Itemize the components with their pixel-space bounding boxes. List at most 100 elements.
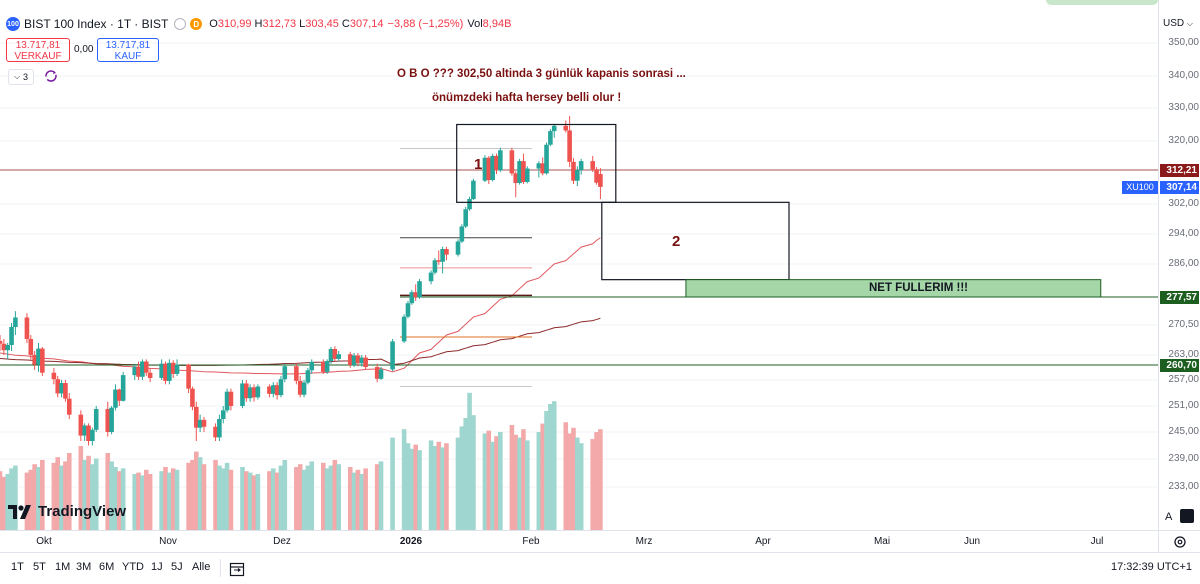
candle-body <box>436 260 442 262</box>
volume-bar <box>347 467 353 530</box>
candle-body <box>193 406 199 428</box>
candle-body <box>63 383 68 399</box>
candle-body <box>136 366 141 377</box>
price-tick: 270,50 <box>1168 319 1199 330</box>
volume-bar <box>24 472 30 530</box>
candle-body <box>217 419 222 438</box>
delay-badge: D <box>190 18 203 30</box>
volume-bar <box>247 472 253 530</box>
time-axis[interactable]: Okt Nov Dez 2026 Feb Mrz Apr Mai Jun Jul <box>0 530 1158 553</box>
candle-body <box>490 155 495 181</box>
change-value: −3,88 (−1,25%) <box>387 18 464 30</box>
candle-body <box>270 385 276 394</box>
candle-body <box>351 355 357 365</box>
visibility-icon[interactable] <box>174 18 187 30</box>
volume-bar <box>255 474 261 530</box>
scroll-indicator[interactable] <box>1046 0 1158 5</box>
volume-bar <box>109 461 114 530</box>
volume-bar <box>113 467 118 530</box>
volume-bar <box>524 440 530 530</box>
volume-bar <box>390 437 395 530</box>
buy-button[interactable]: 13.717,81 KAUF <box>97 38 159 62</box>
price-tick: 257,00 <box>1168 374 1199 385</box>
close-value: 307,14 <box>349 18 384 30</box>
currency-selector[interactable]: USD ⌵ <box>1163 18 1193 29</box>
volume-bar <box>282 460 288 530</box>
gear-icon <box>1174 536 1186 548</box>
volume-bar <box>5 474 10 530</box>
volume-bar <box>355 469 361 530</box>
timeframe-button[interactable]: 1M <box>55 561 71 573</box>
candle-body <box>551 125 557 132</box>
volume-bar <box>363 468 368 530</box>
candle-body <box>93 409 99 430</box>
chart-settings-button[interactable] <box>1158 530 1200 553</box>
date-range-icon[interactable] <box>229 561 245 577</box>
axis-settings-icon[interactable] <box>1180 509 1194 523</box>
candle-body <box>267 386 272 394</box>
volume-bar <box>571 427 576 530</box>
clock[interactable]: 17:32:39 UTC+1 <box>1110 561 1192 573</box>
timeframe-button[interactable]: 1J <box>151 561 163 573</box>
timeframe-button[interactable]: 1T <box>11 561 24 573</box>
sell-button[interactable]: 13.717,81 VERKAUF <box>6 38 70 62</box>
candle-body <box>390 341 395 370</box>
timeframe-button[interactable]: 6M <box>99 561 115 573</box>
candle-body <box>140 361 145 377</box>
volume-bar <box>301 469 307 530</box>
auto-scale-button[interactable]: A <box>1165 511 1173 523</box>
volume-bar <box>220 468 226 530</box>
timeframe-button[interactable]: 5J <box>171 561 183 573</box>
volume-bar <box>9 468 14 530</box>
time-tick: Mai <box>873 536 891 547</box>
candle-body <box>536 163 542 169</box>
volume-bar <box>598 429 603 530</box>
volume-bar <box>482 433 488 530</box>
candle-body <box>305 370 311 383</box>
volume-bar <box>1 476 7 530</box>
candle-body <box>401 316 407 342</box>
candle-body <box>32 355 37 365</box>
price-tick: 350,00 <box>1168 37 1199 48</box>
volume-bar <box>167 472 172 530</box>
candle-body <box>405 303 411 317</box>
volume-bar <box>467 392 472 530</box>
candle-body <box>374 367 380 379</box>
candle-body <box>590 161 596 170</box>
price-chart[interactable] <box>0 0 1158 530</box>
volume-bar <box>517 437 522 530</box>
volume-bar <box>159 471 164 530</box>
timeframe-button[interactable]: 3M <box>76 561 92 573</box>
timeframe-button[interactable]: YTD <box>122 561 144 573</box>
volume-bar <box>567 433 572 530</box>
buy-price: 13.717,81 <box>105 40 151 51</box>
indicator-toggle[interactable]: ⌵ 3 <box>8 69 34 85</box>
candle-body <box>197 419 203 428</box>
buy-zone-rect <box>685 279 1102 298</box>
timeframe-button[interactable]: Alle <box>192 561 211 573</box>
volume-bar <box>267 471 272 530</box>
toolbar-divider <box>220 559 221 577</box>
chart-area[interactable]: 100 BIST 100 Index · 1T · BIST D O 310,99… <box>0 0 1158 530</box>
price-tick: 286,00 <box>1168 258 1199 269</box>
candle-body <box>24 317 30 339</box>
candle-body <box>9 327 14 345</box>
price-axis[interactable]: USD ⌵ 350,00 340,00 330,00 320,00 302,00 294,… <box>1158 0 1200 530</box>
sync-icon[interactable] <box>44 69 58 83</box>
tradingview-logo[interactable]: TradingView <box>8 503 126 520</box>
volume-bar <box>213 460 218 530</box>
candle-body <box>455 241 461 255</box>
volume-bar <box>594 432 599 530</box>
volume-bar <box>328 465 334 530</box>
volume-bar <box>86 455 91 530</box>
price-tick: 330,00 <box>1168 102 1199 113</box>
volume-bar <box>105 453 111 530</box>
symbol-name[interactable]: BIST 100 Index · 1T · BIST <box>24 17 169 31</box>
volume-bar <box>132 474 138 530</box>
bottom-toolbar: 1T 5T 1M 3M 6M YTD 1J 5J Alle 17:32:39 UTC+1 <box>0 552 1200 584</box>
spread-value: 0,00 <box>74 44 94 55</box>
candle-body <box>117 389 122 401</box>
volume-bar <box>55 457 61 530</box>
candle-body <box>66 398 72 415</box>
timeframe-button[interactable]: 5T <box>33 561 46 573</box>
